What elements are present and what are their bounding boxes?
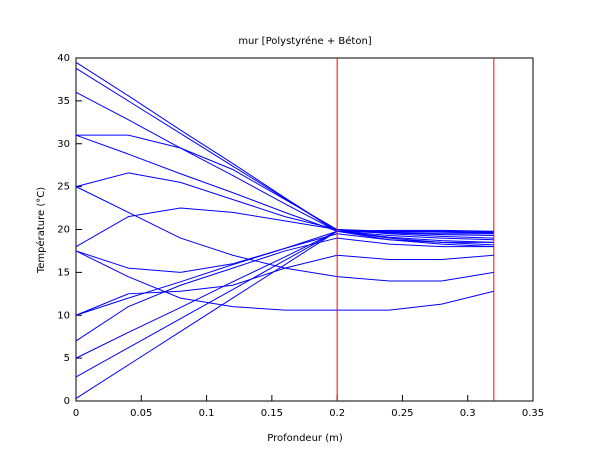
x-tick-label: 0.25 xyxy=(391,408,413,419)
series-line xyxy=(75,230,494,378)
y-tick-label: 15 xyxy=(57,267,70,278)
y-tick-label: 30 xyxy=(57,139,70,150)
x-tick-label: 0.1 xyxy=(199,408,215,419)
x-tick-label: 0.05 xyxy=(130,408,152,419)
y-axis-label: Température (°C) xyxy=(35,187,47,274)
y-tick-label: 10 xyxy=(57,310,70,321)
series-line xyxy=(75,207,494,248)
series-line xyxy=(75,67,494,233)
x-tick-label: 0.3 xyxy=(460,408,476,419)
x-tick-label: 0.15 xyxy=(261,408,283,419)
series-line xyxy=(75,172,494,237)
chart-title: mur [Polystyréne + Béton] xyxy=(238,35,371,47)
series-line xyxy=(75,61,494,232)
series-line xyxy=(75,134,494,235)
x-tick-label: 0.35 xyxy=(522,408,544,419)
x-tick-label: 0 xyxy=(73,408,79,419)
y-tick-label: 25 xyxy=(57,182,70,193)
series-line xyxy=(75,250,494,311)
y-tick-label: 5 xyxy=(64,353,70,364)
x-tick-label: 0.2 xyxy=(329,408,345,419)
series-line xyxy=(76,134,494,234)
series-line xyxy=(75,230,494,399)
series-line xyxy=(75,186,494,282)
x-axis-label: Profondeur (m) xyxy=(267,433,343,444)
series-line xyxy=(75,237,494,342)
series-line xyxy=(75,230,494,359)
y-tick-label: 40 xyxy=(57,53,70,64)
y-tick-label: 0 xyxy=(64,396,70,407)
y-tick-label: 35 xyxy=(57,96,70,107)
y-tick-label: 20 xyxy=(57,225,70,236)
